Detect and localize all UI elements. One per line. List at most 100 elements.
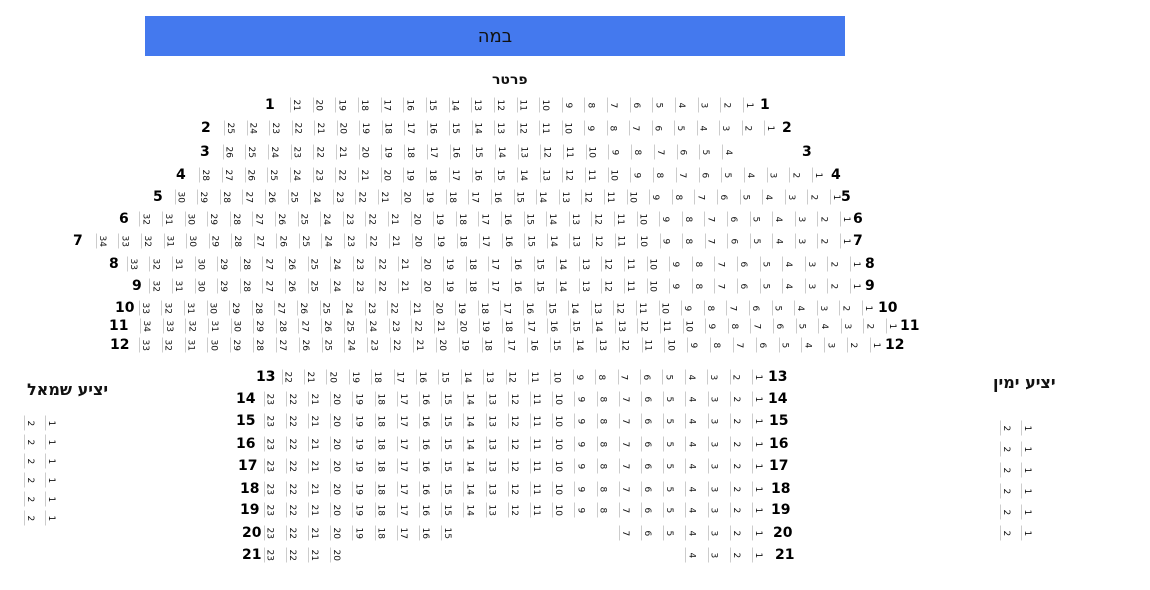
seat[interactable]: 25 xyxy=(343,318,355,334)
seat[interactable]: 23 xyxy=(364,300,376,316)
seat[interactable]: 10 xyxy=(550,369,562,385)
seat[interactable]: 13 xyxy=(568,211,580,227)
seat[interactable]: 20 xyxy=(358,144,370,160)
seat[interactable]: 23 xyxy=(388,318,400,334)
seat[interactable]: 29 xyxy=(208,233,220,249)
seat[interactable]: 8 xyxy=(596,458,608,474)
seat[interactable]: 27 xyxy=(298,318,310,334)
seat[interactable]: 9 xyxy=(584,120,595,136)
seat[interactable]: 21 xyxy=(413,337,424,353)
seat[interactable]: 26 xyxy=(222,144,234,160)
seat[interactable]: 26 xyxy=(285,278,296,294)
seat[interactable]: 16 xyxy=(419,391,430,407)
seat[interactable]: 20 xyxy=(326,369,338,385)
seat[interactable]: 7 xyxy=(714,278,725,294)
seat[interactable]: 16 xyxy=(419,436,430,452)
seat[interactable]: 23 xyxy=(263,525,275,541)
seat[interactable]: 8 xyxy=(595,369,606,385)
seat[interactable]: 13 xyxy=(614,318,626,334)
seat[interactable]: 10 xyxy=(664,337,676,353)
seat[interactable]: 21 xyxy=(308,502,319,518)
seat[interactable]: 20 xyxy=(432,300,444,316)
seat[interactable]: 11 xyxy=(660,318,671,334)
seat[interactable]: 30 xyxy=(230,318,242,334)
seat[interactable]: 15 xyxy=(545,300,557,316)
seat[interactable]: 32 xyxy=(140,233,152,249)
seat[interactable]: 3 xyxy=(794,233,806,249)
seat[interactable]: 17 xyxy=(380,97,392,113)
seat[interactable]: 15 xyxy=(569,318,581,334)
balcony-seat[interactable]: 1 xyxy=(45,434,56,450)
seat[interactable]: 20 xyxy=(380,167,392,183)
seat[interactable]: 13 xyxy=(539,167,551,183)
seat[interactable]: 22 xyxy=(375,256,387,272)
seat[interactable]: 10 xyxy=(636,211,648,227)
seat[interactable]: 21 xyxy=(308,525,319,541)
seat[interactable]: 23 xyxy=(263,391,275,407)
seat[interactable]: 2 xyxy=(729,413,741,429)
seat[interactable]: 22 xyxy=(285,525,297,541)
seat[interactable]: 12 xyxy=(581,189,593,205)
seat[interactable]: 9 xyxy=(669,278,680,294)
seat[interactable]: 11 xyxy=(530,391,541,407)
seat[interactable]: 13 xyxy=(595,337,607,353)
seat[interactable]: 8 xyxy=(606,120,618,136)
seat[interactable]: 8 xyxy=(653,167,664,183)
seat[interactable]: 11 xyxy=(614,211,625,227)
seat[interactable]: 8 xyxy=(596,481,608,497)
seat[interactable]: 17 xyxy=(404,120,415,136)
seat[interactable]: 28 xyxy=(275,318,287,334)
seat[interactable]: 32 xyxy=(185,318,197,334)
seat[interactable]: 3 xyxy=(824,337,835,353)
seat[interactable]: 3 xyxy=(840,318,852,334)
seat[interactable]: 7 xyxy=(653,144,665,160)
seat[interactable]: 13 xyxy=(558,189,570,205)
seat[interactable]: 21 xyxy=(398,256,409,272)
balcony-seat[interactable]: 2 xyxy=(24,472,35,488)
seat[interactable]: 18 xyxy=(357,97,369,113)
seat[interactable]: 29 xyxy=(217,278,229,294)
seat[interactable]: 12 xyxy=(507,413,519,429)
seat[interactable]: 32 xyxy=(139,211,151,227)
seat[interactable]: 2 xyxy=(729,547,741,563)
seat[interactable]: 24 xyxy=(321,233,333,249)
seat[interactable]: 6 xyxy=(629,97,641,113)
seat[interactable]: 12 xyxy=(618,337,630,353)
seat[interactable]: 19 xyxy=(381,144,393,160)
seat[interactable]: 22 xyxy=(366,233,378,249)
seat[interactable]: 20 xyxy=(420,256,432,272)
seat[interactable]: 6 xyxy=(641,502,652,518)
seat[interactable]: 23 xyxy=(269,120,280,136)
seat[interactable]: 1 xyxy=(812,167,823,183)
seat[interactable]: 4 xyxy=(685,391,696,407)
seat[interactable]: 11 xyxy=(641,337,653,353)
seat[interactable]: 17 xyxy=(396,502,408,518)
seat[interactable]: 17 xyxy=(448,167,460,183)
seat[interactable]: 24 xyxy=(267,144,279,160)
seat[interactable]: 1 xyxy=(752,547,763,563)
seat[interactable]: 18 xyxy=(477,300,489,316)
seat[interactable]: 16 xyxy=(419,481,430,497)
seat[interactable]: 1 xyxy=(752,436,763,452)
balcony-seat[interactable]: 2 xyxy=(24,434,35,450)
seat[interactable]: 2 xyxy=(729,391,741,407)
seat[interactable]: 9 xyxy=(659,211,670,227)
seat[interactable]: 15 xyxy=(472,144,484,160)
seat[interactable]: 11 xyxy=(530,481,541,497)
seat[interactable]: 12 xyxy=(507,502,519,518)
seat[interactable]: 14 xyxy=(546,233,558,249)
seat[interactable]: 28 xyxy=(251,300,263,316)
seat[interactable]: 25 xyxy=(321,337,333,353)
seat[interactable]: 3 xyxy=(707,481,719,497)
seat[interactable]: 1 xyxy=(752,413,763,429)
balcony-seat[interactable]: 1 xyxy=(1021,420,1032,436)
seat[interactable]: 23 xyxy=(343,233,355,249)
seat[interactable]: 21 xyxy=(398,278,409,294)
seat[interactable]: 3 xyxy=(707,413,719,429)
seat[interactable]: 18 xyxy=(501,318,513,334)
seat[interactable]: 9 xyxy=(574,436,585,452)
seat[interactable]: 11 xyxy=(614,233,626,249)
seat[interactable]: 14 xyxy=(556,278,568,294)
seat[interactable]: 10 xyxy=(658,300,670,316)
seat[interactable]: 15 xyxy=(523,211,535,227)
